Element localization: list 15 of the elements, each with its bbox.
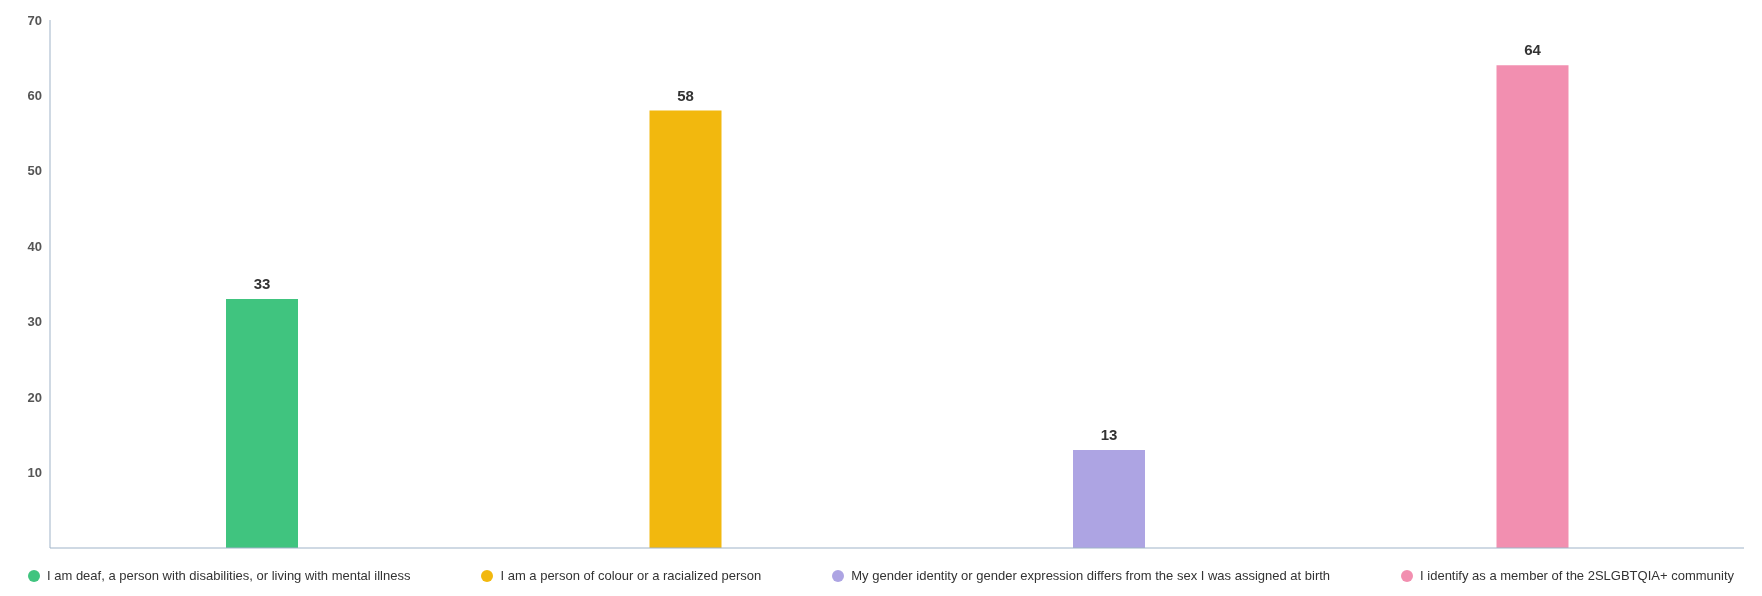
data-label: 33 bbox=[253, 275, 271, 293]
data-label: 13 bbox=[1100, 425, 1118, 443]
data-label: 58 bbox=[677, 86, 694, 104]
legend-label: I am a person of colour or a racialized person bbox=[500, 568, 762, 583]
y-tick-label: 30 bbox=[27, 314, 42, 330]
legend-label: My gender identity or gender expression differs from the sex I was assigned at birth bbox=[851, 568, 1331, 583]
legend-label: I am deaf, a person with disabilities, or living with mental illness bbox=[47, 568, 411, 583]
y-tick-label: 60 bbox=[27, 88, 42, 104]
data-label: 64 bbox=[1524, 41, 1542, 59]
y-tick-label: 40 bbox=[27, 238, 42, 254]
y-tick-label: 10 bbox=[27, 465, 42, 481]
legend-label: I identify as a member of the 2SLGBTQIA+ community bbox=[1420, 568, 1734, 583]
y-tick-label: 50 bbox=[27, 163, 42, 179]
y-tick-label: 70 bbox=[27, 12, 42, 28]
y-tick-label: 20 bbox=[27, 389, 42, 405]
